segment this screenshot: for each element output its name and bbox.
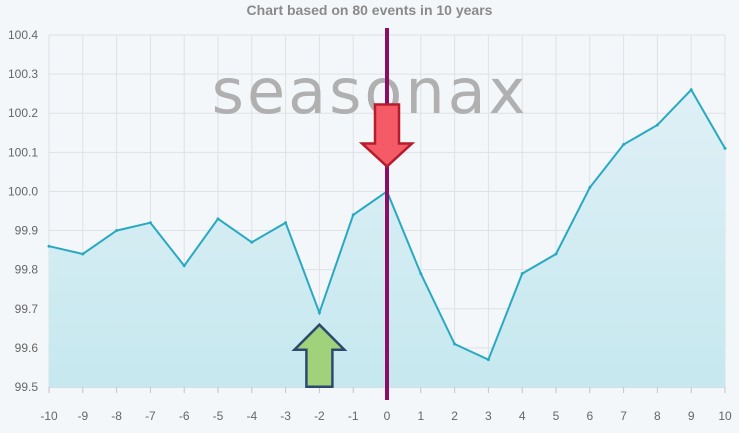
data-point xyxy=(723,146,727,150)
y-tick-label: 99.6 xyxy=(15,341,39,355)
x-tick-label: 9 xyxy=(688,409,695,423)
data-point xyxy=(317,311,321,315)
y-tick-label: 99.5 xyxy=(15,380,39,394)
data-point xyxy=(655,123,659,127)
y-tick-label: 100.0 xyxy=(8,184,38,198)
data-point xyxy=(148,221,152,225)
x-tick-label: 6 xyxy=(586,409,593,423)
seasonax-watermark: seasonax xyxy=(212,55,529,128)
data-point xyxy=(520,272,524,276)
x-tick-label: -6 xyxy=(179,409,190,423)
y-tick-label: 100.3 xyxy=(8,67,38,81)
y-tick-label: 99.8 xyxy=(15,263,39,277)
y-axis-labels: 99.5 99.6 99.7 99.8 99.9 100.0 100.1 100.2 100.3… xyxy=(8,28,38,394)
x-tick-label: -5 xyxy=(213,409,224,423)
y-tick-label: 99.9 xyxy=(15,224,39,238)
x-tick-label: -8 xyxy=(111,409,122,423)
data-point xyxy=(588,186,592,190)
x-tick-label: 7 xyxy=(620,409,627,423)
y-tick-label: 100.4 xyxy=(8,28,38,42)
x-tick-label: -4 xyxy=(246,409,257,423)
data-point xyxy=(284,221,288,225)
data-point xyxy=(486,358,490,362)
data-point xyxy=(250,240,254,244)
annotation-arrows xyxy=(291,103,416,388)
data-point xyxy=(419,272,423,276)
down-arrow-icon xyxy=(358,103,416,169)
data-point xyxy=(47,244,51,248)
x-tick-label: 3 xyxy=(485,409,492,423)
y-tick-label: 100.2 xyxy=(8,106,38,120)
y-tick-label: 99.7 xyxy=(15,302,39,316)
x-tick-label: -1 xyxy=(348,409,359,423)
data-point xyxy=(216,217,220,221)
x-tick-label: -2 xyxy=(314,409,325,423)
x-tick-label: 1 xyxy=(417,409,424,423)
x-tick-label: 8 xyxy=(654,409,661,423)
x-tick-label: 10 xyxy=(718,409,732,423)
chart-title: Chart based on 80 events in 10 years xyxy=(246,2,493,18)
y-tick-label: 100.1 xyxy=(8,145,38,159)
data-point xyxy=(622,143,626,147)
data-point xyxy=(182,264,186,268)
x-tick-label: -7 xyxy=(145,409,156,423)
data-point xyxy=(351,213,355,217)
x-axis-labels: -10 -9 -8 -7 -6 -5 -4 -3 -2 -1 0 1 2 3 4 5 6 7 8 9 10 xyxy=(40,409,732,423)
data-point xyxy=(115,229,119,233)
x-tick-label: -3 xyxy=(280,409,291,423)
x-tick-label: 0 xyxy=(384,409,391,423)
data-point xyxy=(689,88,693,92)
x-tick-label: 4 xyxy=(519,409,526,423)
data-point xyxy=(453,342,457,346)
x-tick-label: -10 xyxy=(40,409,58,423)
data-point xyxy=(554,252,558,256)
data-point xyxy=(81,252,85,256)
x-tick-label: -9 xyxy=(77,409,88,423)
x-tick-label: 2 xyxy=(451,409,458,423)
up-arrow-icon xyxy=(291,322,348,388)
x-tick-label: 5 xyxy=(553,409,560,423)
